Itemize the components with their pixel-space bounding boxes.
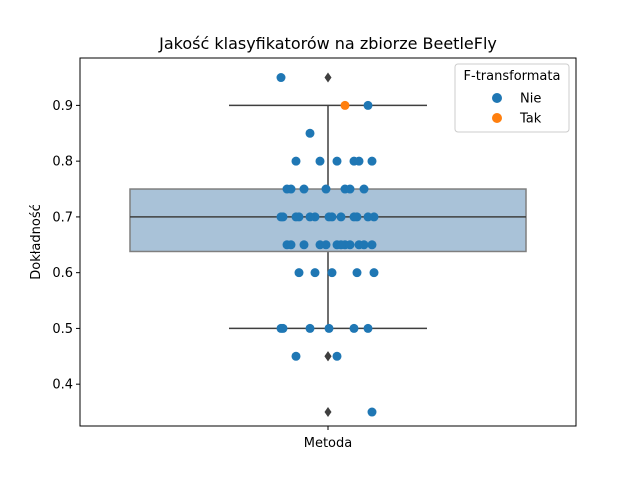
legend-marker-nie	[492, 93, 502, 103]
data-point	[299, 184, 309, 194]
x-axis-label: Metoda	[304, 436, 352, 451]
data-point	[369, 268, 379, 278]
data-point	[321, 240, 331, 250]
data-point	[352, 268, 362, 278]
y-tick-label: 0.9	[52, 99, 73, 114]
data-point	[349, 212, 359, 222]
data-point	[324, 323, 334, 333]
data-point	[286, 184, 296, 194]
plot-frame	[79, 57, 577, 427]
data-point	[276, 73, 286, 83]
outlier-marker	[324, 72, 332, 83]
data-point	[291, 351, 301, 361]
y-axis-label: Dokładność	[29, 204, 44, 280]
data-point	[367, 407, 377, 417]
legend: F-transformata Nie Tak	[454, 63, 570, 133]
data-point	[276, 212, 286, 222]
data-point	[367, 240, 377, 250]
data-point	[359, 240, 369, 250]
y-tick-label: 0.5	[52, 322, 73, 337]
outlier-marker	[324, 351, 332, 362]
legend-label-nie: Nie	[520, 92, 541, 107]
y-tick-label: 0.4	[52, 378, 73, 393]
strip-points	[276, 73, 379, 417]
data-point	[305, 128, 315, 138]
data-point	[286, 240, 296, 250]
outlier-markers	[324, 72, 332, 418]
legend-box	[454, 63, 570, 133]
y-axis-ticks: 0.4 0.5 0.6 0.7 0.8 0.9	[52, 99, 329, 430]
y-tick-label: 0.8	[52, 155, 73, 170]
data-point	[332, 351, 342, 361]
data-point	[367, 156, 377, 166]
data-point	[305, 323, 315, 333]
outlier-marker	[324, 407, 332, 418]
data-point	[336, 240, 346, 250]
y-tick-label: 0.6	[52, 266, 73, 281]
data-point	[332, 156, 342, 166]
data-point	[327, 268, 337, 278]
data-point	[310, 268, 320, 278]
data-point	[291, 212, 301, 222]
data-point	[340, 100, 350, 110]
data-point	[363, 212, 373, 222]
data-point	[345, 184, 355, 194]
legend-marker-tak	[492, 113, 502, 123]
data-point	[359, 184, 369, 194]
data-point	[336, 212, 346, 222]
legend-title: F-transformata	[464, 69, 561, 84]
data-point	[324, 212, 334, 222]
data-point	[354, 156, 364, 166]
chart-title: Jakość klasyfikatorów na zbiorze BeetleF…	[158, 34, 497, 53]
data-point	[321, 184, 331, 194]
data-point	[294, 268, 304, 278]
data-point	[305, 212, 315, 222]
data-point	[315, 156, 325, 166]
data-point	[363, 323, 373, 333]
legend-label-tak: Tak	[519, 112, 542, 127]
data-point	[345, 240, 355, 250]
y-tick-label: 0.7	[52, 210, 73, 225]
data-point	[299, 240, 309, 250]
data-point	[276, 323, 286, 333]
data-point	[291, 156, 301, 166]
data-point	[363, 100, 373, 110]
data-point	[349, 323, 359, 333]
